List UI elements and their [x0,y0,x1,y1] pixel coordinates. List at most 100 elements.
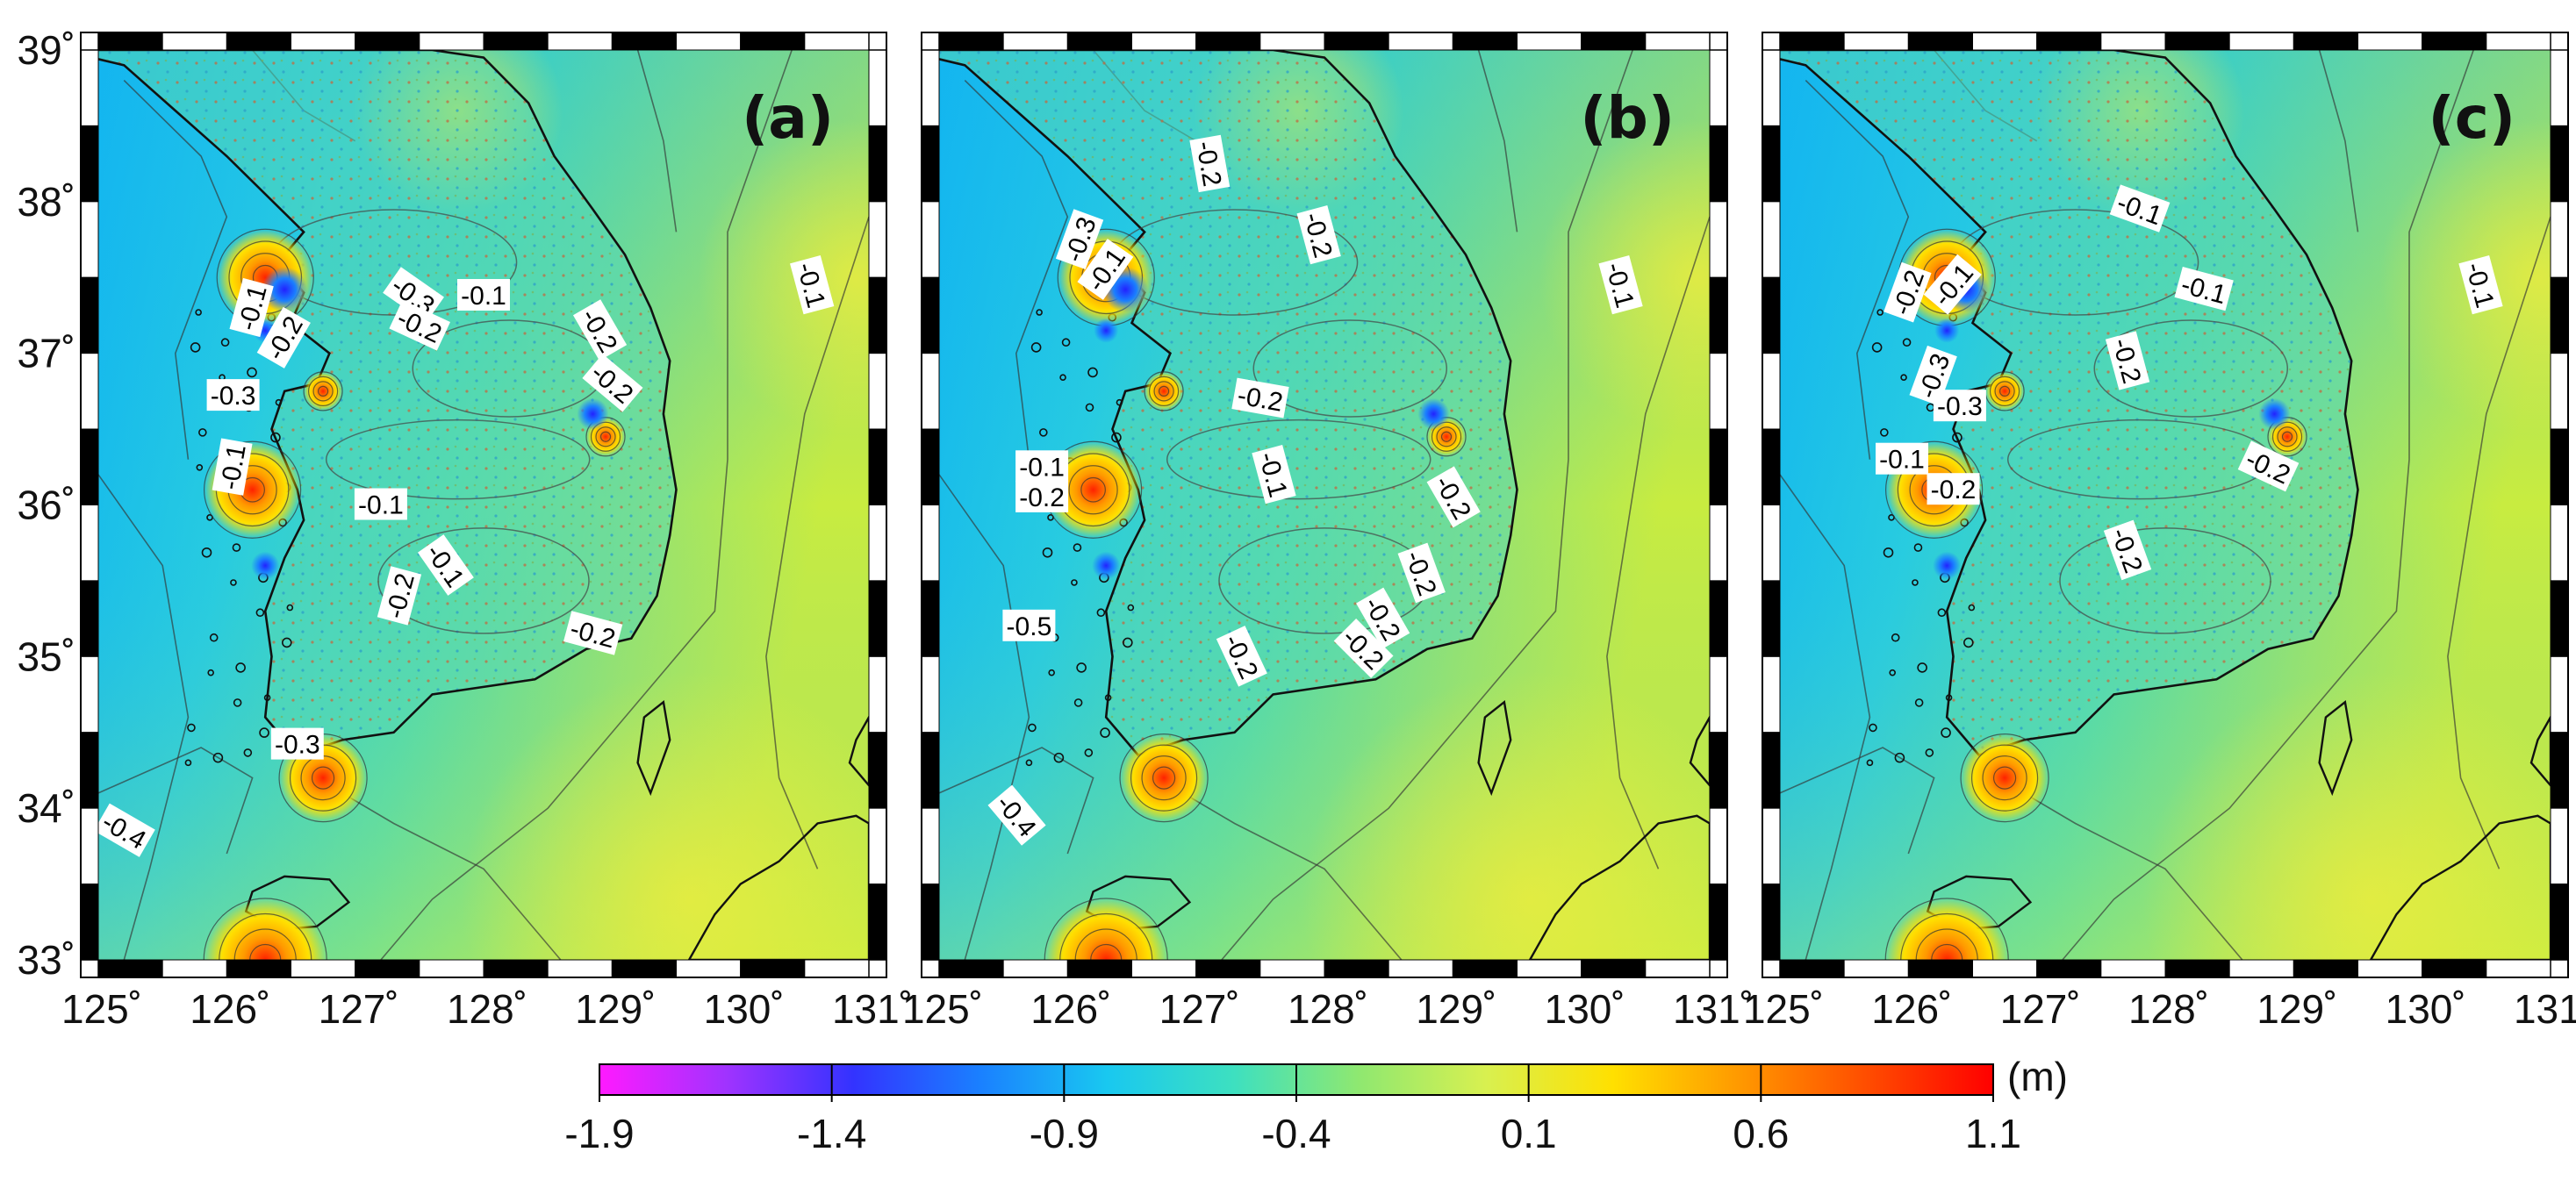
colorbar-tick-label: -0.9 [1030,1111,1099,1156]
island-speck [1123,637,1133,648]
contour-ring [1068,465,1118,515]
lon-tick-label: 131˚ [2514,986,2576,1032]
frame-segment [1066,32,1133,51]
island-speck [212,752,224,763]
frame-segment [1762,428,1781,506]
contour-label: -0.2 [1927,473,1980,505]
island-speck [1880,428,1889,437]
contour-line [2023,792,2243,960]
frame-segment [1002,959,1068,978]
island-speck [1096,608,1106,618]
contour-ring [1970,744,2039,812]
frame-segment [921,655,940,733]
contour-line [1182,792,1403,960]
contour-ring [2277,426,2298,447]
frame-segment [1762,125,1781,203]
island-speck [286,604,294,612]
frame-segment [355,959,420,978]
frame-segment [2422,32,2487,51]
frame-segment [1907,959,1973,978]
frame-corner [1762,32,1781,51]
frame-segment [161,32,227,51]
frame-segment [80,125,99,203]
lat-tick-label: 37˚ [18,331,75,376]
frame-segment [1709,884,1728,961]
frame-corner [921,32,940,51]
contour-ring [1931,943,1963,960]
frame-segment [611,32,677,51]
contour-label-box [563,611,623,655]
lat-tick-label: 33˚ [18,937,75,983]
frame-segment [1131,32,1197,51]
contour-label-box [1055,209,1104,270]
frame-segment [1709,49,1728,126]
anomaly-hot [1120,733,1209,822]
island-speck [259,727,269,738]
contour-label-text: -0.2 [1019,483,1065,512]
contour-label-box [2105,331,2150,390]
contour-label-box [1216,626,1267,687]
frame-segment [1762,353,1781,430]
map-frame [1762,32,2569,978]
frame-segment [2550,276,2569,354]
frame-segment [1843,959,1909,978]
frame-corner [2550,959,2569,978]
contour-line [2062,50,2474,960]
contour-line [939,474,1030,960]
frame-segment [1066,959,1133,978]
contour-loop [2059,527,2271,634]
anomaly-cold [2258,397,2291,430]
island-speck [1039,428,1048,437]
lon-tick-label: 126˚ [190,986,270,1032]
contour-ring [1982,755,2027,801]
contour-label-box [1077,239,1134,300]
lon-tick-label: 128˚ [1288,986,1368,1032]
frame-segment [1709,125,1728,203]
frame-segment [1388,32,1453,51]
frame-segment [291,32,356,51]
frame-segment [868,504,887,582]
frame-corner [80,959,99,978]
map-panel-c: -0.1-0.2-0.1 -0.1-0.2-0.3-0.3-0.1-0.2-0.2… [1743,32,2576,1032]
anomaly-cold [1094,318,1119,343]
contour-label-box [1933,390,1986,422]
contour-ring [307,376,339,406]
lon-tick-label: 129˚ [575,986,656,1032]
island-speck [1104,694,1112,701]
frame-segment [1762,807,1781,885]
contour-label-box [1927,473,1980,505]
island-speck [1913,543,1923,552]
contour-label: -0.3 [270,727,324,760]
frame-segment [1843,32,1909,51]
island-speck [1030,342,1042,353]
island-speck [230,579,237,586]
anomaly-hot [1044,441,1142,539]
lon-tick-label: 131˚ [1673,986,1754,1032]
island-speck [1073,543,1082,552]
anomaly-cold [1934,318,1960,343]
island-speck [1871,342,1883,353]
contour-ring [1130,744,1198,812]
contour-ring [1440,431,1453,442]
frame-segment [80,807,99,885]
anomaly-cold [1092,551,1121,580]
frame-segment [1581,959,1647,978]
contour-ring [312,381,334,402]
contour-label: -0.3 [206,379,260,411]
contour-label-text: -0.1 [358,491,404,520]
coastline-honshu [2529,715,2551,788]
contour-ring [1960,733,2049,823]
frame-segment [2550,201,2569,278]
frame-segment [868,807,887,885]
frame-segment [80,201,99,278]
frame-corner [80,32,99,51]
contour-ring [1989,376,2020,406]
contour-label: -0.4 [98,803,155,857]
frame-segment [921,884,940,961]
contour-label-box [256,306,311,369]
contour-loop [1166,419,1432,500]
frame-segment [921,353,940,430]
contour-label-box [1923,254,1982,315]
frame-segment [1709,201,1728,278]
contour-line [2447,216,2551,869]
